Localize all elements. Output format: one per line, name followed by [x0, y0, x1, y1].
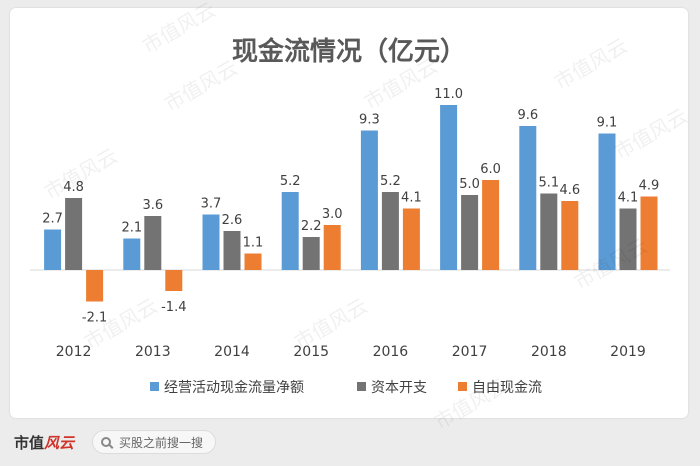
bar-1-2014 [202, 214, 220, 270]
data-label: 5.2 [380, 174, 401, 189]
data-label: -1.4 [161, 300, 186, 315]
bar-3-2012 [86, 270, 104, 302]
bar-3-2015 [323, 225, 341, 270]
legend: 经营活动现金流量净额 资本开支 自由现金流 [150, 380, 542, 396]
data-label: 11.0 [434, 87, 463, 102]
bar-3-2018 [561, 201, 579, 270]
data-label: 1.1 [243, 236, 264, 251]
bar-2-2016 [381, 192, 399, 270]
bar-3-2017 [482, 180, 500, 270]
chart-title: 现金流情况（亿元） [232, 36, 466, 67]
bar-1-2016 [360, 130, 378, 270]
bar-2-2013 [144, 216, 162, 270]
brand-logo: 市值风云 [14, 432, 74, 453]
search-box[interactable]: 买股之前搜一搜 [92, 430, 216, 454]
bar-1-2012 [44, 229, 62, 270]
bar-1-2019 [598, 133, 616, 270]
chart-card: 现金流情况（亿元） 2.7 4.8 -2.1 2012 2.1 3.6 -1.4 2013 3.… [10, 0, 691, 434]
x-tick-label: 2015 [293, 344, 329, 360]
legend-swatch-2 [357, 382, 366, 391]
x-tick-label: 2018 [531, 344, 567, 360]
legend-label-3: 自由现金流 [472, 380, 542, 396]
bar-3-2016 [402, 208, 420, 270]
bar-1-2017 [440, 105, 458, 270]
data-label: 6.0 [480, 162, 501, 177]
data-label: 5.2 [280, 174, 301, 189]
data-label: 3.7 [201, 197, 222, 212]
bar-2-2017 [461, 195, 479, 270]
bar-1-2015 [281, 192, 299, 270]
data-label: -2.1 [82, 311, 107, 326]
legend-swatch-3 [458, 382, 467, 391]
logo-text-b: 风云 [44, 434, 75, 452]
data-label: 9.6 [517, 108, 538, 123]
search-icon [101, 437, 111, 447]
data-label: 3.0 [322, 207, 343, 222]
bar-3-2013 [165, 270, 183, 291]
logo-text-a: 市值 [14, 434, 45, 452]
x-tick-label: 2017 [452, 344, 488, 360]
bar-3-2019 [640, 196, 658, 270]
legend-swatch-1 [150, 382, 159, 391]
bar-2-2015 [302, 237, 320, 270]
data-label: 2.1 [121, 221, 142, 236]
bar-2-2018 [540, 193, 558, 270]
search-placeholder: 买股之前搜一搜 [119, 435, 204, 450]
data-label: 5.1 [538, 176, 559, 191]
bar-1-2018 [519, 126, 537, 270]
data-label: 3.6 [142, 198, 163, 213]
x-tick-label: 2013 [135, 344, 171, 360]
data-label: 5.0 [459, 177, 480, 192]
bar-2-2014 [223, 231, 241, 270]
x-tick-label: 2019 [610, 344, 646, 360]
data-label: 4.6 [559, 183, 580, 198]
data-label: 2.6 [222, 213, 243, 228]
data-label: 9.3 [359, 113, 380, 128]
data-label: 9.1 [597, 116, 618, 131]
footer-bar: 市值风云 买股之前搜一搜 [0, 422, 700, 466]
data-label: 4.1 [618, 191, 639, 206]
data-label: 4.8 [63, 180, 84, 195]
bar-1-2013 [123, 238, 141, 270]
data-label: 4.1 [401, 191, 422, 206]
bar-3-2014 [244, 253, 262, 270]
x-tick-label: 2016 [373, 344, 409, 360]
chart: 现金流情况（亿元） 2.7 4.8 -2.1 2012 2.13.6 -1.4 2013 3.… [30, 36, 670, 396]
legend-label-2: 资本开支 [371, 380, 427, 396]
x-tick-label: 2012 [56, 344, 92, 360]
bar-2-2012 [65, 198, 83, 270]
x-tick-label: 2014 [214, 344, 250, 360]
bar-2-2019 [619, 208, 637, 270]
data-label: 4.9 [639, 179, 660, 194]
plot-area: 2.7 4.8 -2.1 2012 2.13.6 -1.4 2013 3.72.61.1 201… [30, 87, 670, 360]
data-label: 2.2 [301, 219, 322, 234]
data-label: 2.7 [42, 212, 63, 227]
legend-label-1: 经营活动现金流量净额 [164, 380, 304, 396]
